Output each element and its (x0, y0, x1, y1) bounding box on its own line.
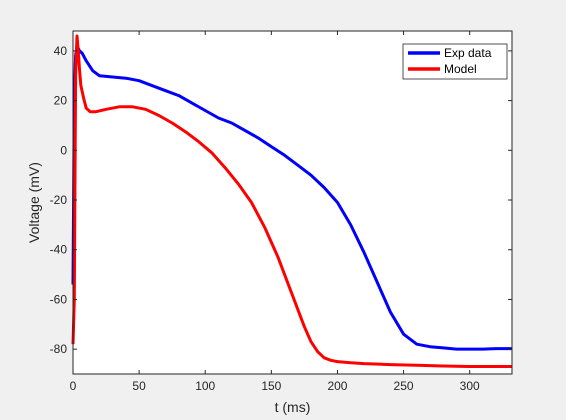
ticks-layer: 0 50 100 150 200 250 300 -80 -60 -40 -20 0 20 40 (50, 31, 512, 393)
y-tick-label: -20 (50, 193, 68, 207)
x-tick-label: 250 (394, 379, 414, 393)
x-tick-label: 200 (327, 379, 347, 393)
y-tick-label: -60 (50, 292, 68, 306)
axes-layer (72, 30, 513, 375)
legend-label-model: Model (444, 62, 477, 76)
x-tick-label: 300 (460, 379, 480, 393)
series-layer (71, 34, 512, 368)
y-tick-label: -40 (50, 243, 68, 257)
axes-box (72, 30, 513, 375)
x-axis-label: t (ms) (275, 399, 311, 415)
x-tick-label: 100 (195, 379, 215, 393)
y-axis-label: Voltage (mV) (26, 162, 42, 243)
series-line-model (71, 34, 512, 368)
y-tick-label: -80 (50, 342, 68, 356)
x-tick-label: 50 (132, 379, 146, 393)
legend-box (402, 43, 508, 80)
series-line-exp-data (71, 44, 512, 351)
legend: Exp data Model (402, 43, 508, 80)
plot-area (73, 31, 512, 374)
legend-label-exp-data: Exp data (444, 46, 492, 60)
y-tick-label: 0 (60, 143, 67, 157)
x-tick-label: 150 (261, 379, 281, 393)
y-tick-label: 40 (54, 44, 68, 58)
y-tick-label: 20 (54, 94, 68, 108)
x-tick-label: 0 (70, 379, 77, 393)
